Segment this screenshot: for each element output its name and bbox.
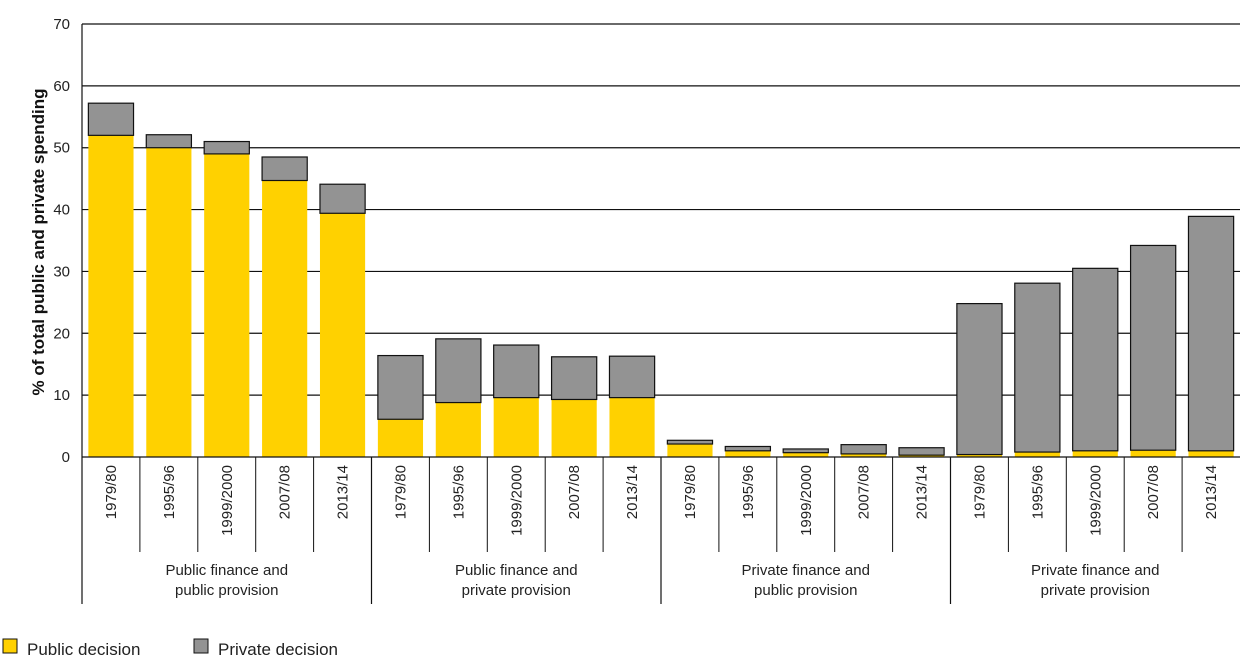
bar-private-decision — [1187, 215, 1235, 452]
bar-private-decision — [377, 354, 424, 420]
x-tick-label: 2007/08 — [1145, 465, 1162, 519]
bar-public-decision — [493, 397, 539, 457]
legend-label-public-decision: Public decision — [27, 640, 140, 657]
x-tick-label: 1979/80 — [971, 465, 988, 519]
y-tick-label: 0 — [62, 449, 70, 466]
y-tick-label: 30 — [53, 263, 70, 280]
x-tick-label: 1979/80 — [682, 465, 699, 519]
bar-public-decision — [609, 397, 655, 457]
bar-public-decision — [204, 153, 250, 457]
axes — [81, 24, 1240, 604]
bar-public-decision — [377, 419, 424, 457]
axis-labels: 0 10 20 30 40 50 60 70 1979/80 1995/96 1999/2000 20… — [53, 16, 1220, 599]
y-tick-label: 70 — [53, 16, 70, 33]
bar-private-decision — [493, 344, 540, 399]
legend: Public decision Private decision — [2, 638, 338, 657]
bar-private-decision — [145, 134, 193, 149]
x-tick-label: 1995/96 — [450, 465, 467, 519]
bar-private-decision — [666, 439, 714, 445]
y-tick-label: 40 — [53, 202, 70, 219]
group-label: Private finance and private provision — [1031, 562, 1159, 599]
bar-private-decision — [1014, 282, 1061, 453]
bar-public-decision — [262, 180, 308, 457]
bar-public-decision — [551, 399, 597, 457]
bar-public-decision — [319, 213, 366, 457]
x-tick-label: 1995/96 — [740, 465, 757, 519]
bar-private-decision — [1072, 267, 1119, 452]
legend-swatch-public-decision — [2, 638, 18, 654]
bar-private-decision — [840, 444, 887, 455]
legend-label-private-decision: Private decision — [218, 640, 338, 657]
bar-public-decision — [956, 454, 1003, 457]
y-tick-label: 20 — [53, 325, 70, 342]
bar-private-decision — [1129, 244, 1177, 451]
bar-private-decision — [608, 355, 656, 399]
x-tick-label: 2007/08 — [277, 465, 294, 519]
x-tick-label: 2013/14 — [1203, 465, 1220, 519]
x-tick-label: 1999/2000 — [798, 465, 815, 536]
x-tick-label: 2007/08 — [566, 465, 583, 519]
y-tick-label: 10 — [53, 387, 70, 404]
group-label: Public finance and private provision — [455, 562, 578, 599]
bar-private-decision — [550, 356, 598, 401]
x-tick-label: 1995/96 — [1029, 465, 1046, 519]
legend-swatch-private-decision — [193, 638, 209, 654]
gridlines — [82, 23, 1240, 396]
x-tick-label: 1999/2000 — [1087, 465, 1104, 536]
x-tick-label: 2007/08 — [856, 465, 873, 519]
bar-public-decision — [1072, 450, 1118, 457]
bar-public-decision — [1014, 452, 1060, 457]
x-tick-label: 1999/2000 — [219, 465, 236, 536]
group-label: Public finance and public provision — [165, 562, 288, 599]
bar-private-decision — [203, 140, 250, 155]
bar-private-decision — [724, 445, 772, 452]
x-tick-label: 1999/2000 — [508, 465, 525, 536]
bar-public-decision — [667, 444, 713, 457]
bar-public-decision — [841, 453, 887, 457]
bar-public-decision — [898, 455, 945, 457]
bar-private-decision — [898, 447, 945, 456]
bar-public-decision — [1188, 450, 1234, 457]
bar-public-decision — [725, 450, 771, 457]
bar-private-decision — [319, 183, 366, 214]
bars — [87, 102, 1235, 458]
x-tick-label: 2013/14 — [914, 465, 931, 519]
bar-private-decision — [87, 102, 135, 136]
bar-public-decision — [1130, 450, 1176, 457]
bar-public-decision — [88, 135, 134, 458]
bar-private-decision — [261, 156, 308, 182]
bar-private-decision — [956, 302, 1003, 456]
bar-private-decision — [435, 338, 482, 404]
x-tick-label: 2013/14 — [335, 465, 352, 519]
x-tick-label: 1979/80 — [392, 465, 409, 519]
x-tick-label: 1995/96 — [161, 465, 178, 519]
y-tick-label: 60 — [53, 78, 70, 95]
x-tick-label: 1979/80 — [103, 465, 120, 519]
bar-private-decision — [782, 448, 829, 454]
group-label: Private finance and public provision — [742, 562, 870, 599]
bar-public-decision — [146, 147, 192, 457]
bar-public-decision — [783, 452, 829, 457]
y-axis-title: % of total public and private spending — [29, 89, 48, 396]
bar-public-decision — [435, 402, 481, 457]
y-tick-label: 50 — [53, 140, 70, 157]
x-tick-label: 2013/14 — [624, 465, 641, 519]
